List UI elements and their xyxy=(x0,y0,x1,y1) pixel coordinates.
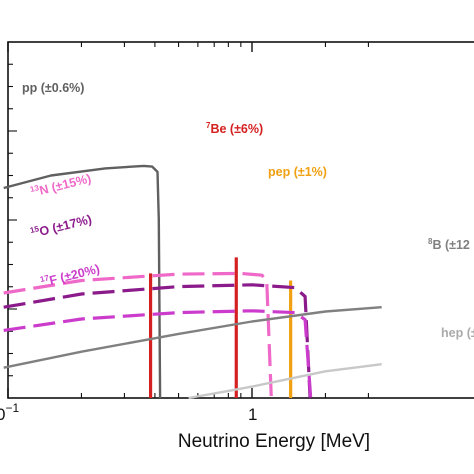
label-f17-sup: 17 xyxy=(39,273,50,284)
series-13n-15 xyxy=(3,271,273,399)
axes xyxy=(7,41,474,399)
x-axis-title: Neutrino Energy [MeV] xyxy=(178,431,370,452)
label-be7-sup: 7 xyxy=(206,121,211,130)
series-pp-0-6 xyxy=(3,164,162,399)
label-pp: pp (±0.6%) xyxy=(22,81,84,95)
label-hep: hep (± xyxy=(441,326,474,340)
series-group xyxy=(3,164,382,400)
series-8b-12 xyxy=(3,306,382,369)
tick-labels: 0−1 1 xyxy=(0,401,257,424)
series-15o-17 xyxy=(3,283,312,399)
series-hep xyxy=(188,363,382,400)
label-be7-text: Be (±6%) xyxy=(210,122,263,136)
label-pep: pep (±1%) xyxy=(268,165,327,179)
label-b8: 8B (±12 xyxy=(428,237,470,252)
x-tick-label-0.1: 0−1 xyxy=(0,401,19,424)
label-o15-sup: 15 xyxy=(29,224,40,235)
x-tick-label-0.1-exp: −1 xyxy=(5,401,19,415)
label-b8-sup: 8 xyxy=(428,237,433,246)
x-tick-label-1: 1 xyxy=(248,405,257,424)
series-17f-20 xyxy=(3,309,313,399)
label-b8-text: B (±12 xyxy=(432,238,469,252)
x-tick-label-0.1-base: 0 xyxy=(0,405,5,424)
label-be7: 7Be (±6%) xyxy=(206,121,263,136)
label-n13-sup: 13 xyxy=(29,183,40,194)
